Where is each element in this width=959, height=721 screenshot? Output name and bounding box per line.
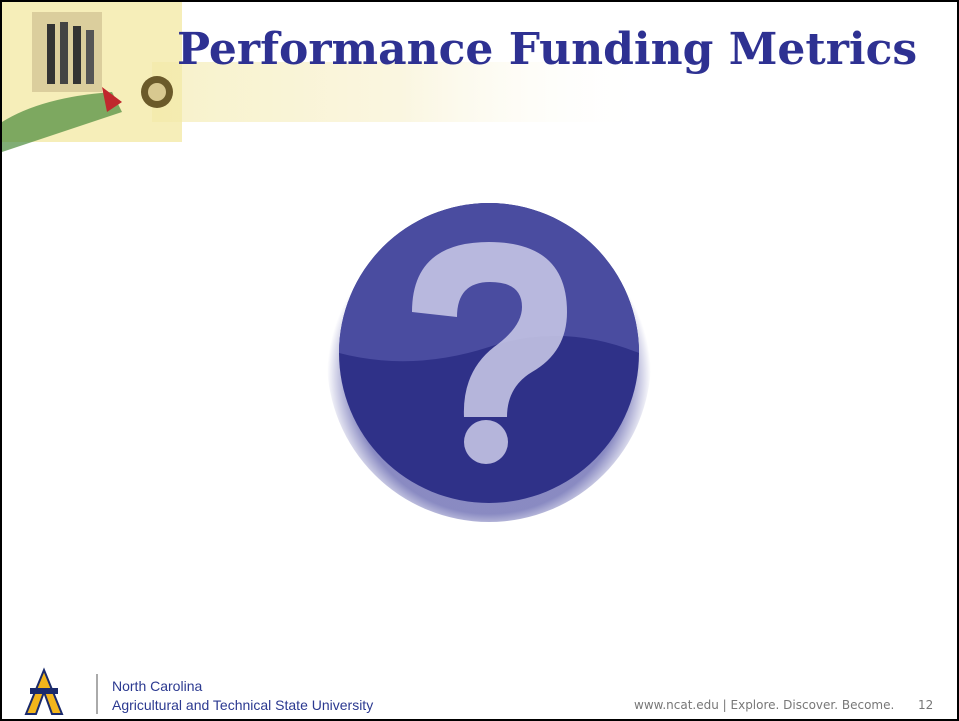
- question-icon: [327, 198, 651, 522]
- slide-title: Performance Funding Metrics: [177, 24, 917, 75]
- university-name: North Carolina: [112, 678, 202, 694]
- logo: [26, 670, 97, 714]
- artwork: [2, 2, 957, 719]
- university-name: Agricultural and Technical State Univers…: [112, 697, 373, 713]
- slide: Performance Funding Metrics North Caroli…: [0, 0, 959, 721]
- page: Performance Funding Metrics North Caroli…: [0, 0, 959, 721]
- website-tagline: www.ncat.edu | Explore. Discover. Become…: [634, 698, 894, 712]
- page-number: 12: [918, 698, 933, 712]
